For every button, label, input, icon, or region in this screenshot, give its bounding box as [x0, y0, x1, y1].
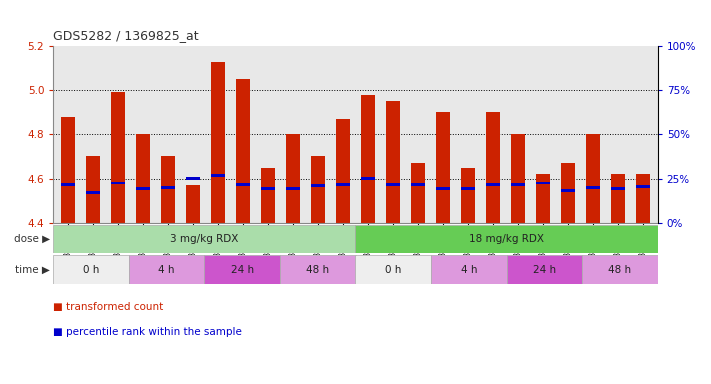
Text: 24 h: 24 h [230, 265, 254, 275]
Bar [137, 187, 150, 190]
Bar [461, 187, 475, 190]
Bar [211, 174, 225, 177]
Bar [112, 93, 125, 223]
Bar [53, 255, 129, 284]
Text: dose ▶: dose ▶ [14, 234, 50, 244]
Bar [87, 157, 100, 223]
Bar [137, 134, 150, 223]
Bar [280, 255, 356, 284]
Text: ■ transformed count: ■ transformed count [53, 302, 164, 312]
Bar [611, 174, 624, 223]
Bar [336, 183, 350, 185]
Bar [261, 167, 275, 223]
Bar [336, 119, 350, 223]
Bar [53, 225, 356, 253]
Bar [236, 79, 250, 223]
Bar [211, 61, 225, 223]
Bar [386, 183, 400, 185]
Bar [506, 255, 582, 284]
Text: 0 h: 0 h [385, 265, 402, 275]
Bar [636, 185, 650, 188]
Bar [129, 255, 205, 284]
Bar [436, 113, 450, 223]
Bar [486, 113, 500, 223]
Bar [611, 187, 624, 190]
Bar [411, 163, 424, 223]
Bar [87, 192, 100, 194]
Bar [356, 225, 658, 253]
Bar [361, 177, 375, 180]
Text: 4 h: 4 h [461, 265, 477, 275]
Bar [411, 183, 424, 185]
Bar [186, 185, 200, 223]
Bar [586, 186, 599, 189]
Text: 18 mg/kg RDX: 18 mg/kg RDX [469, 234, 544, 244]
Bar [311, 184, 325, 187]
Bar [561, 163, 574, 223]
Bar [61, 183, 75, 185]
Bar [287, 134, 300, 223]
Bar [461, 167, 475, 223]
Text: ■ percentile rank within the sample: ■ percentile rank within the sample [53, 327, 242, 337]
Bar [536, 182, 550, 184]
Text: 24 h: 24 h [533, 265, 556, 275]
Bar [311, 157, 325, 223]
Text: GDS5282 / 1369825_at: GDS5282 / 1369825_at [53, 29, 199, 42]
Bar [236, 183, 250, 185]
Bar [112, 182, 125, 184]
Bar [356, 255, 431, 284]
Text: 4 h: 4 h [159, 265, 175, 275]
Text: 0 h: 0 h [83, 265, 100, 275]
Bar [186, 177, 200, 180]
Bar [161, 186, 175, 189]
Bar [586, 134, 599, 223]
Bar [511, 134, 525, 223]
Bar [161, 157, 175, 223]
Bar [486, 183, 500, 185]
Bar [61, 117, 75, 223]
Bar [205, 255, 280, 284]
Bar [287, 187, 300, 190]
Bar [536, 174, 550, 223]
Text: 48 h: 48 h [609, 265, 631, 275]
Bar [361, 95, 375, 223]
Text: 3 mg/kg RDX: 3 mg/kg RDX [170, 234, 239, 244]
Bar [511, 183, 525, 185]
Text: 48 h: 48 h [306, 265, 329, 275]
Text: time ▶: time ▶ [15, 265, 50, 275]
Bar [431, 255, 506, 284]
Bar [561, 189, 574, 192]
Bar [261, 187, 275, 190]
Bar [386, 101, 400, 223]
Bar [436, 187, 450, 190]
Bar [636, 174, 650, 223]
Bar [582, 255, 658, 284]
